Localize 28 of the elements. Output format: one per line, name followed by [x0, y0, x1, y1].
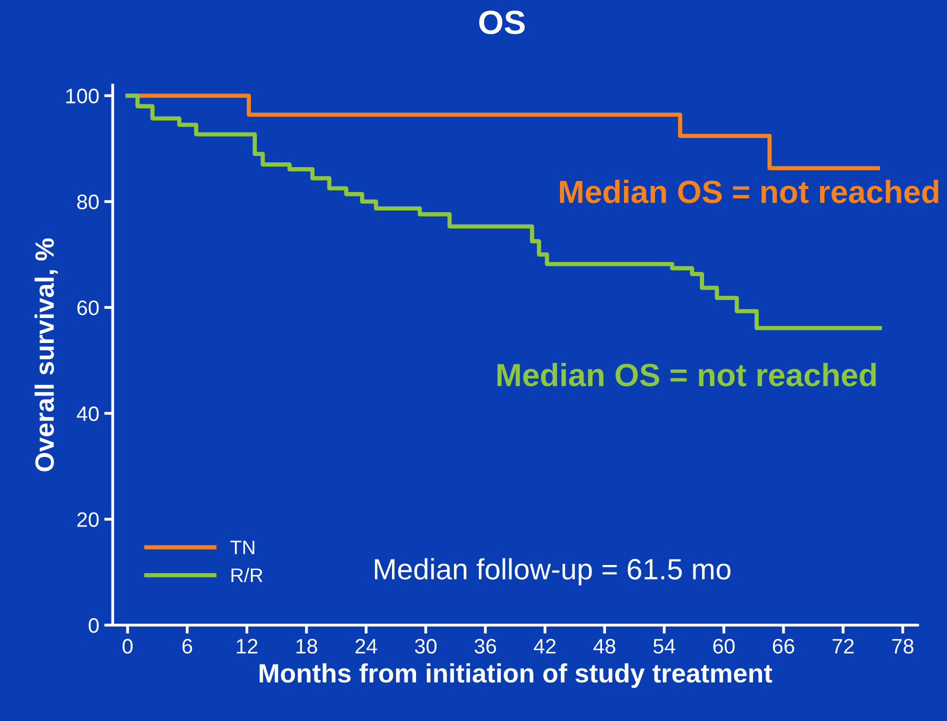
x-tick-label: 30 [414, 638, 436, 654]
x-tick-label: 78 [892, 638, 914, 654]
x-tick-label: 18 [296, 638, 318, 654]
chart-title: OS [479, 10, 525, 34]
x-tick-label: 0 [122, 638, 133, 654]
x-tick-label: 36 [474, 638, 496, 654]
annotation: Median OS = not reached [497, 362, 876, 386]
legend-label: TN [230, 540, 254, 554]
y-tick-label: 80 [77, 194, 99, 210]
y-tick-label: 0 [88, 618, 99, 633]
legend-label: R/R [232, 568, 262, 582]
x-tick-label: 54 [653, 639, 676, 654]
annotation: Median follow-up = 61.5 mo [374, 558, 730, 586]
annotation: Median OS = not reached [560, 180, 938, 204]
y-tick-label: 60 [77, 300, 99, 316]
x-tick-label: 48 [594, 638, 616, 654]
x-tick-label: 72 [832, 638, 854, 654]
y-tick-label: 20 [77, 512, 99, 527]
x-axis-title: Months from initiation of study treatment [260, 663, 772, 688]
x-tick-label: 42 [534, 638, 556, 654]
y-axis-title: Overall survival, % [34, 238, 58, 472]
x-tick-label: 24 [356, 638, 378, 654]
x-tick-label: 66 [772, 638, 794, 654]
y-tick-label: 40 [76, 406, 99, 422]
x-tick-label: 12 [236, 638, 258, 654]
x-tick-label: 60 [713, 638, 735, 654]
y-tick-label: 100 [66, 88, 99, 104]
x-tick-label: 6 [182, 638, 192, 654]
